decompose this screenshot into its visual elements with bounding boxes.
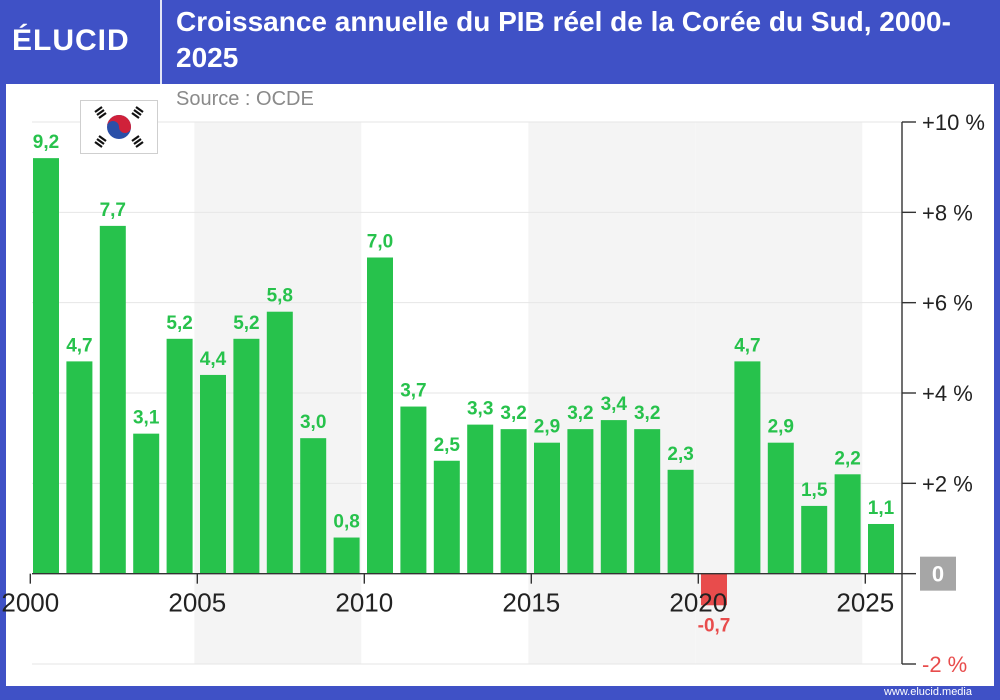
bar-value-label: 2,3: [667, 444, 693, 465]
bar: [433, 460, 460, 574]
bar-value-label: 3,1: [133, 408, 160, 429]
bar-value-label: 7,7: [100, 200, 126, 221]
bar: [767, 442, 794, 574]
bar: [400, 406, 427, 574]
bar-value-label: 3,0: [300, 412, 326, 433]
bar: [667, 469, 694, 574]
bar-value-label: 0,8: [333, 512, 359, 533]
header: ÉLUCID Croissance annuelle du PIB réel d…: [0, 0, 1000, 84]
bar-value-label: 2,9: [534, 417, 560, 438]
bar-value-label: 3,2: [500, 403, 526, 424]
bar: [266, 311, 293, 574]
bar: [66, 361, 93, 574]
bar-value-label: 5,2: [233, 313, 259, 334]
bar-value-label: 2,9: [768, 417, 794, 438]
bar: [300, 438, 327, 574]
bar: [166, 338, 193, 574]
footer-url: www.elucid.media: [883, 686, 972, 698]
x-tick-label: 2025: [836, 588, 894, 618]
y-tick-label: +6 %: [922, 291, 973, 316]
y-tick-label: +4 %: [922, 381, 973, 406]
bar: [500, 429, 527, 574]
bar-value-label: 3,2: [634, 403, 660, 424]
bar-value-label: 5,2: [166, 313, 192, 334]
y-tick-label: -2 %: [922, 652, 967, 677]
bar-value-label: 3,2: [567, 403, 593, 424]
x-tick-label: 2010: [335, 588, 393, 618]
bar: [333, 537, 360, 574]
source-label: Source : OCDE: [176, 88, 314, 110]
bar: [701, 573, 727, 606]
y-tick-label: +8 %: [922, 200, 973, 225]
bar-value-label: 4,4: [200, 349, 227, 370]
bar: [634, 429, 661, 574]
bar-value-label: -0,7: [698, 615, 731, 636]
bar-value-label: 4,7: [734, 335, 760, 356]
x-tick-label: 2015: [502, 588, 560, 618]
bar-value-label: 2,5: [434, 435, 461, 456]
bar: [33, 158, 59, 574]
bar-value-label: 3,4: [601, 394, 628, 415]
bar-value-label: 9,2: [33, 132, 59, 153]
bar: [600, 420, 627, 574]
bar: [734, 361, 761, 574]
zero-badge: [920, 556, 956, 591]
bar-value-label: 7,0: [367, 232, 393, 253]
bar: [367, 257, 393, 574]
bar: [467, 424, 494, 574]
bar: [834, 474, 861, 574]
south-korea-flag-icon: [80, 100, 158, 154]
elucid-logo: ÉLUCID: [12, 24, 130, 57]
bar: [200, 374, 226, 574]
bar-value-label: 5,8: [267, 286, 293, 307]
bar-value-label: 1,5: [801, 480, 828, 501]
y-tick-label: +2 %: [922, 471, 973, 496]
bar: [233, 338, 260, 574]
x-tick-label: 2000: [1, 588, 59, 618]
bar: [133, 433, 160, 574]
bar-value-label: 1,1: [868, 498, 895, 519]
header-divider: [160, 0, 162, 84]
x-tick-label: 2020: [669, 588, 727, 618]
bar-value-label: 4,7: [66, 335, 92, 356]
x-tick-label: 2005: [168, 588, 226, 618]
y-tick-label: +10 %: [922, 110, 985, 135]
chart-title: Croissance annuelle du PIB réel de la Co…: [176, 6, 951, 73]
bar-value-label: 2,2: [834, 448, 860, 469]
bar-value-label: 3,7: [400, 381, 426, 402]
bar: [99, 225, 126, 574]
bar: [534, 442, 560, 574]
bar: [801, 505, 828, 574]
bar-value-label: 3,3: [467, 399, 493, 420]
y-tick-label: 0: [932, 562, 944, 587]
bar: [868, 523, 894, 574]
bar: [567, 429, 594, 574]
